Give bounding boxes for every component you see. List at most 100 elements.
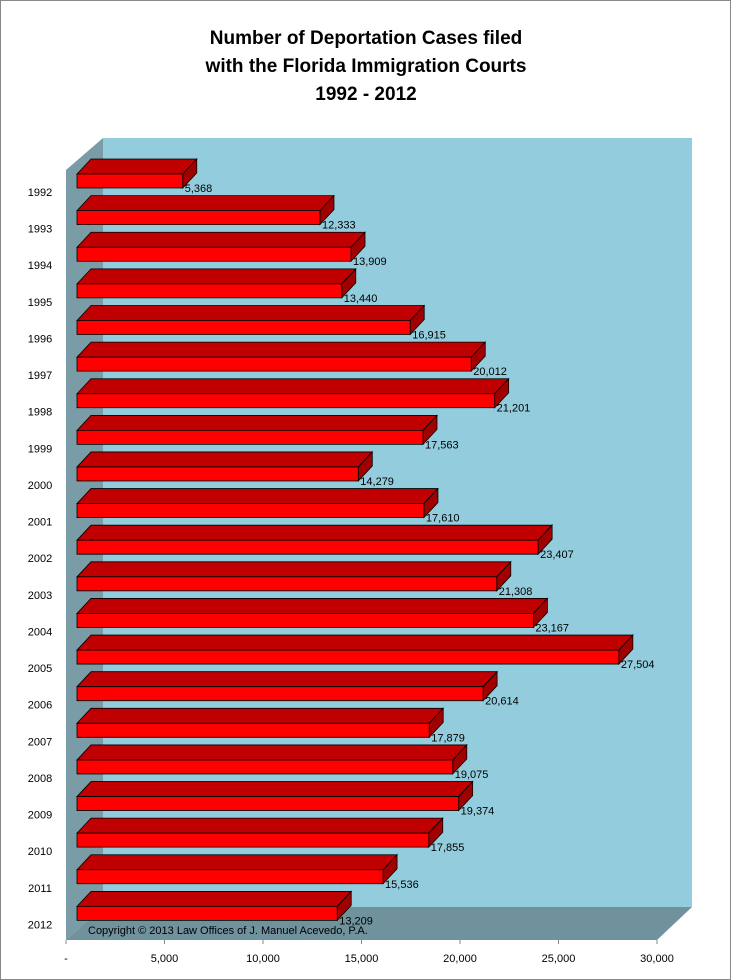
bar-face — [76, 158, 198, 175]
y-tick-label: 2009 — [28, 810, 52, 822]
value-label: 19,075 — [455, 769, 489, 781]
value-label: 21,308 — [499, 586, 533, 598]
value-label: 17,879 — [431, 732, 465, 744]
bar — [76, 267, 357, 299]
bar — [76, 194, 335, 226]
x-tick-label: 20,000 — [443, 953, 477, 965]
bar-face — [76, 378, 510, 395]
bar-face — [76, 686, 484, 702]
bar — [76, 377, 510, 409]
bar-face — [76, 210, 321, 226]
bar-face — [76, 429, 424, 445]
bar — [76, 817, 444, 849]
bar — [76, 341, 487, 373]
value-label: 17,563 — [425, 439, 459, 451]
bar-face — [76, 613, 534, 628]
bar-face — [76, 707, 445, 724]
value-label: 13,440 — [344, 293, 378, 305]
y-tick-label: 2007 — [28, 736, 52, 748]
y-tick-label: 2010 — [28, 846, 52, 858]
bar-face — [76, 305, 426, 321]
bar — [76, 524, 554, 556]
y-tick-label: 2006 — [28, 700, 52, 712]
value-label: 13,209 — [339, 915, 373, 927]
y-tick-label: 1993 — [28, 224, 52, 236]
bar-face — [76, 671, 499, 688]
value-label: 19,374 — [461, 806, 495, 818]
value-label: 20,012 — [473, 366, 507, 378]
x-tick-label: - — [64, 953, 68, 965]
chart-title: Number of Deportation Cases filed — [210, 28, 523, 49]
y-tick-label: 1998 — [28, 407, 52, 419]
bar-face — [76, 503, 425, 518]
value-label: 13,909 — [353, 256, 387, 268]
y-tick-label: 1996 — [28, 333, 52, 345]
bar-face — [76, 341, 487, 358]
y-tick-label: 2002 — [28, 553, 52, 565]
value-label: 16,915 — [412, 329, 446, 341]
bar-face — [76, 268, 357, 285]
bar-face — [76, 231, 366, 248]
y-tick-label: 1999 — [28, 443, 52, 455]
y-tick-label: 1997 — [28, 370, 52, 382]
value-label: 14,279 — [360, 476, 394, 488]
x-tick-label: 30,000 — [640, 953, 674, 965]
bar-face — [76, 906, 338, 921]
bar-face — [76, 576, 498, 592]
bar-face — [76, 488, 439, 504]
bar-face — [76, 854, 398, 871]
bar — [76, 890, 353, 922]
bar-face — [76, 414, 438, 431]
y-tick-label: 2005 — [28, 663, 52, 675]
value-label: 17,855 — [431, 842, 465, 854]
value-label: 20,614 — [485, 696, 519, 708]
value-label: 23,167 — [535, 622, 569, 634]
bar — [76, 597, 549, 629]
bar — [76, 304, 426, 336]
bar — [76, 414, 438, 446]
value-label: 27,504 — [621, 659, 655, 671]
bar-face — [76, 283, 343, 299]
bar-face — [76, 598, 549, 614]
bar — [76, 487, 439, 519]
y-tick-label: 2012 — [28, 919, 52, 931]
y-tick-label: 2003 — [28, 590, 52, 602]
bar-face — [76, 246, 352, 262]
value-label: 12,333 — [322, 220, 356, 232]
bar-face — [76, 759, 454, 775]
bar — [76, 853, 398, 885]
x-tick-label: 5,000 — [151, 953, 179, 965]
value-label: 5,368 — [185, 183, 213, 195]
bar-face — [76, 524, 554, 541]
x-tick-label: 25,000 — [542, 953, 576, 965]
chart-title: 1992 - 2012 — [315, 84, 416, 105]
bar-face — [76, 817, 444, 834]
y-tick-label: 1995 — [28, 297, 52, 309]
bar — [76, 450, 374, 482]
bar-face — [76, 781, 474, 797]
bar — [76, 780, 474, 812]
bar-face — [76, 891, 353, 907]
value-label: 15,536 — [385, 879, 419, 891]
y-tick-label: 1992 — [28, 187, 52, 199]
bar-face — [76, 561, 512, 578]
bar-face — [76, 451, 374, 468]
bar — [76, 670, 499, 702]
bar-face — [76, 722, 430, 738]
y-tick-label: 2011 — [28, 883, 52, 895]
bar-face — [76, 466, 359, 482]
value-label: 17,610 — [426, 513, 460, 525]
bar-face — [76, 356, 472, 372]
bar-face — [76, 173, 184, 189]
y-tick-label: 2004 — [28, 626, 52, 638]
bar-face — [76, 649, 620, 665]
value-label: 21,201 — [497, 403, 531, 415]
bar-face — [76, 869, 384, 885]
value-label: 23,407 — [540, 549, 574, 561]
bar — [76, 743, 468, 775]
bar-face — [76, 634, 634, 651]
y-tick-label: 2008 — [28, 773, 52, 785]
bar-face — [76, 393, 496, 409]
bar — [76, 707, 445, 739]
